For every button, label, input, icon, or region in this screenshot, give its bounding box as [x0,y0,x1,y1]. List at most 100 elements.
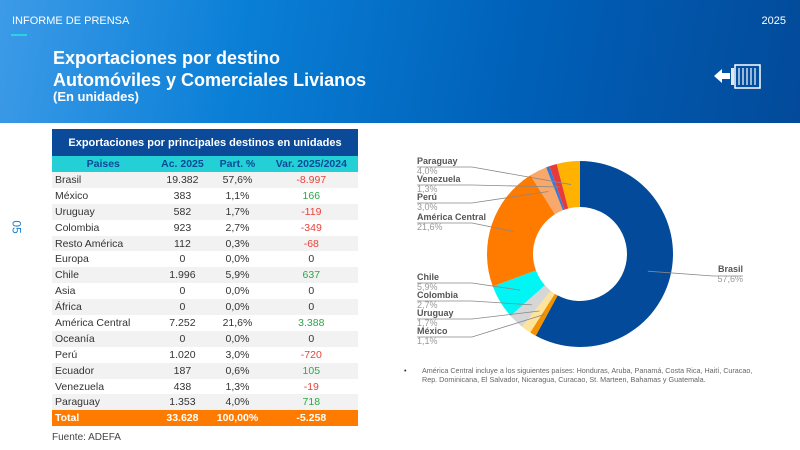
container-export-icon [714,64,761,89]
page-number: 05 [9,220,24,234]
variation-cell: 637 [264,267,358,284]
column-header: Part. % [210,156,265,172]
donut-slice-uruguay [522,290,555,333]
report-kicker: INFORME DE PRENSA [12,15,130,27]
table-row: Chile 1.996 5,9% 637 [52,267,358,284]
country-cell: Ecuador [52,362,155,379]
slice-label: Paraguay [417,156,458,166]
leader-line [647,270,743,277]
share-cell: 3,0% [225,348,250,361]
slice-label: Venezuela [417,174,462,184]
units-cell: 582 [154,203,211,220]
units-cell: 0 [179,285,186,298]
table-row: Venezuela 438 1,3% -19 [52,379,358,395]
variation-cell: 0 [308,285,315,298]
country-cell: América Central [55,316,131,329]
table-row: Asia 0 0,0% 0 [52,283,358,299]
total-row: Total 33.628 100,00% -5.258 [52,410,358,427]
variation-cell: 105 [264,362,358,379]
country-cell: Chile [52,267,155,284]
slice-percent: 57,6% [717,274,743,284]
source-note: Fuente: ADEFA [52,432,121,443]
table-title: Exportaciones por principales destinos e… [52,129,358,156]
country-cell: Europa [55,253,89,266]
table-row: Resto América 112 0,3% -68 [52,235,358,252]
units-cell: 0 [154,330,211,347]
slice-percent: 5,9% [417,282,438,292]
leader-line [417,300,532,306]
slice-percent: 1,3% [417,184,438,194]
country-cell: Paraguay [52,394,155,411]
share-cell: 0,6% [210,362,265,379]
country-cell: Asia [55,285,76,298]
exports-donut-chart: Paraguay4,0%Venezuela1,3%Perú3,0%América… [417,156,743,347]
country-cell: Colombia [55,221,100,234]
share-cell: 4,0% [210,394,265,411]
units-cell: 7.252 [169,316,196,329]
share-cell: 0,0% [225,285,250,298]
kicker-underline [11,34,27,36]
variation-cell: -8.997 [264,172,358,188]
country-cell: Perú [55,348,78,361]
report-year: 2025 [761,15,786,27]
footnote: América Central incluye a los siguientes… [404,366,757,384]
table-row: África 0 0,0% 0 [52,299,358,316]
country-cell: África [52,299,155,316]
variation-cell: -119 [264,203,358,220]
country-cell: Resto América [52,235,155,252]
share-cell: 0,3% [210,235,265,252]
country-cell: Uruguay [52,203,155,220]
variation-cell: -5.258 [264,410,358,427]
variation-cell: -68 [264,235,358,252]
share-cell: 100,00% [210,410,265,427]
country-cell: Venezuela [55,380,105,393]
slice-label: Colombia [417,290,459,300]
slice-percent: 2,7% [417,300,438,310]
variation-cell: 3.388 [298,316,325,329]
donut-slice-other [546,166,565,211]
variation-cell: -349 [300,221,322,234]
donut-slice-brasil [535,161,673,347]
leader-line [417,222,514,232]
donut-slice-américa-central [487,175,555,287]
units-cell: 1.020 [169,348,196,361]
variation-cell: 718 [264,394,358,411]
units-cell: 383 [173,189,192,202]
units-cell: 112 [154,235,211,252]
leader-line [417,310,540,320]
slice-percent: 1,7% [417,318,438,328]
units-cell: 923 [173,221,192,234]
donut-slice-chile [492,270,545,316]
share-cell: 0,0% [210,299,265,316]
share-cell: 5,9% [210,267,265,284]
footnote-text: América Central incluye a los siguientes… [422,366,753,384]
table-row: Europa 0 0,0% 0 [52,251,358,267]
leader-line [417,282,521,291]
table-row: Paraguay 1.353 4,0% 718 [52,394,358,411]
exports-table: Exportaciones por principales destinos e… [52,129,358,427]
leader-line [417,184,560,188]
share-cell: 2,7% [225,221,250,234]
column-header: Paises [52,156,155,172]
units-cell: 0 [154,299,211,316]
header-banner: INFORME DE PRENSA 2025 Exportaciones por… [0,0,800,123]
title-line-2: Automóviles y Comerciales Livianos [53,70,367,90]
slice-percent: 21,6% [417,222,443,232]
variation-cell: -19 [303,380,319,393]
share-cell: 21,6% [222,316,253,329]
slice-percent: 3,0% [417,202,438,212]
share-cell: 0,0% [225,253,250,266]
column-header: Ac. 2025 [154,156,211,172]
page-subtitle: (En unidades) [53,89,139,104]
slice-label: Chile [417,272,439,282]
share-cell: 1,7% [210,203,265,220]
share-cell: 0,0% [210,330,265,347]
table-row: Ecuador 187 0,6% 105 [52,362,358,379]
units-cell: 1.353 [154,394,211,411]
units-cell: 187 [154,362,211,379]
slice-percent: 4,0% [417,166,438,176]
leader-line [417,191,549,204]
units-cell: 0 [179,253,186,266]
table-row: Perú 1.020 3,0% -720 [52,347,358,363]
variation-cell: -720 [300,348,322,361]
